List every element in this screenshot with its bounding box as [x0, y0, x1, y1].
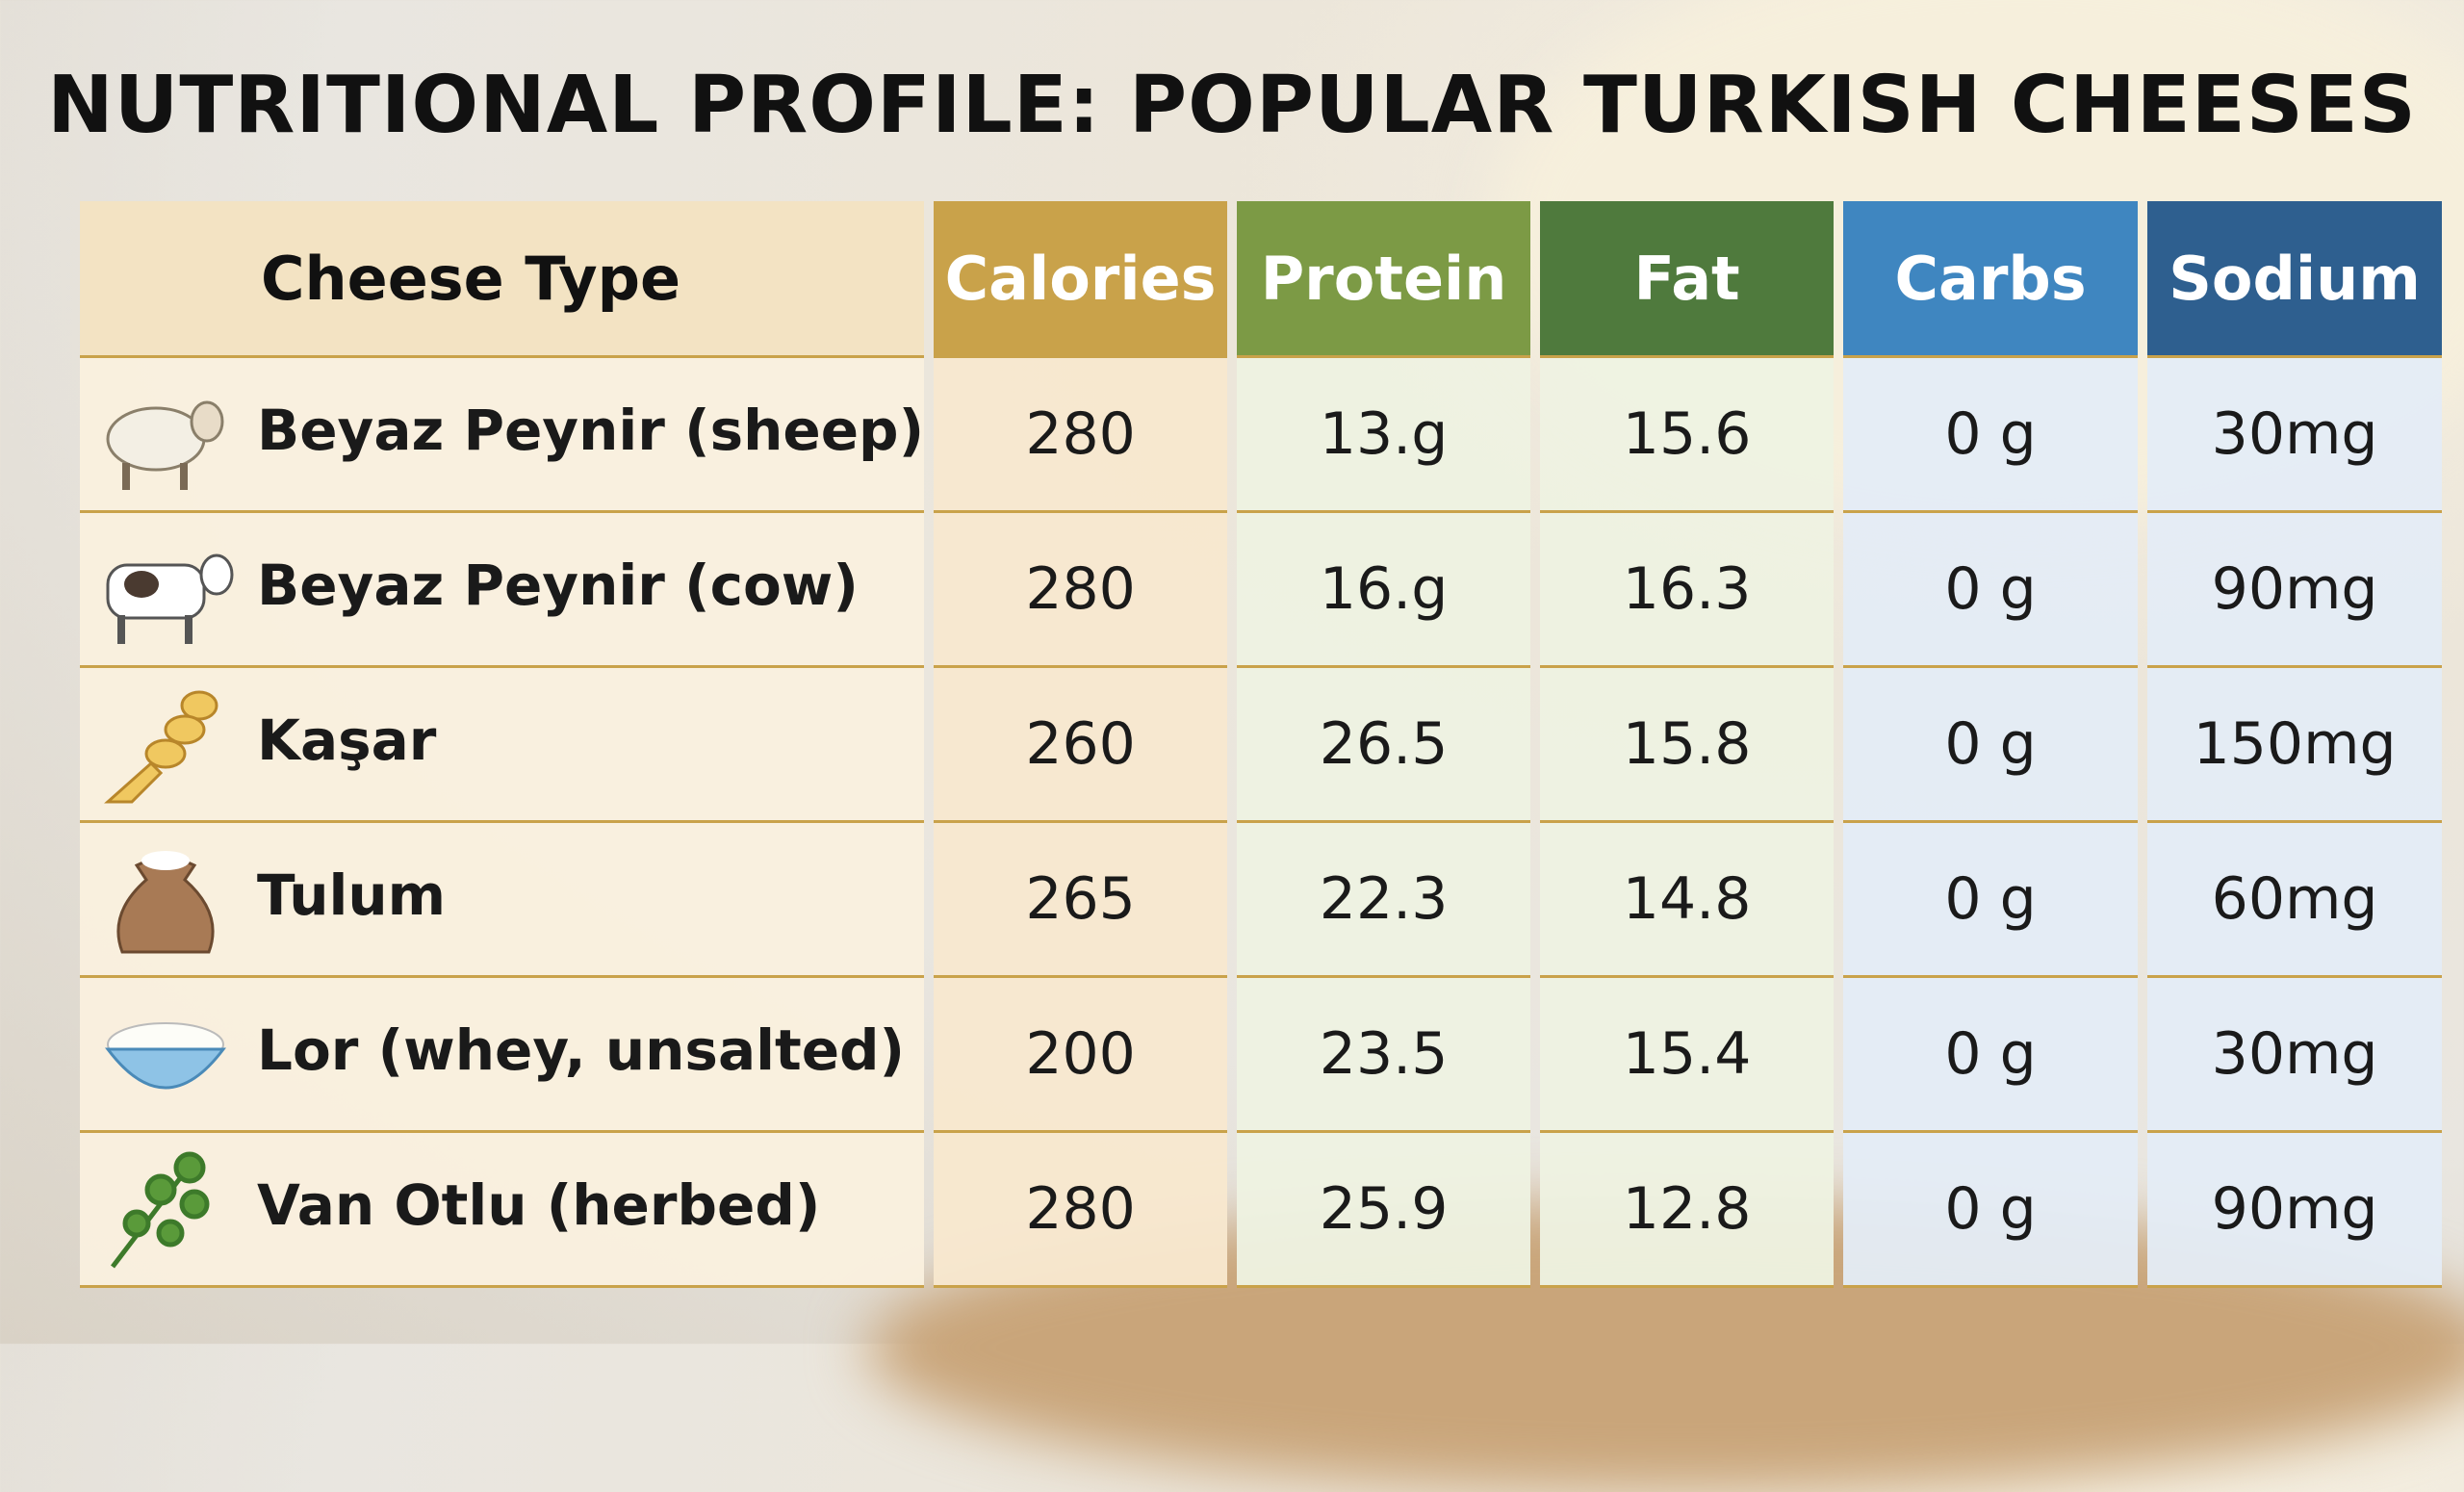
sack-icon: [116, 851, 215, 954]
calories-cell: 280: [934, 513, 1228, 668]
sodium-cell: 150mg: [2147, 668, 2443, 823]
sheep-icon: [106, 400, 224, 490]
header-protein: Protein: [1237, 201, 1531, 358]
fat-cell: 15.8: [1540, 668, 1835, 823]
sodium-cell: 90mg: [2147, 1133, 2443, 1288]
calories-cell: 265: [934, 823, 1228, 978]
cheese-name: Beyaz Peynir (sheep): [257, 398, 925, 464]
page-title: NUTRITIONAL PROFILE: POPULAR TURKISH CHE…: [47, 60, 2417, 151]
header-carbs: Carbs: [1843, 201, 2139, 358]
carbs-cell: 0 g: [1843, 668, 2139, 823]
fat-cell: 15.4: [1540, 978, 1835, 1133]
carbs-cell: 0 g: [1843, 513, 2139, 668]
fat-cell: 16.3: [1540, 513, 1835, 668]
header-fat: Fat: [1540, 201, 1835, 358]
cheese-name-cell: Beyaz Peynir (cow): [80, 513, 925, 668]
bowl-icon: [104, 1022, 227, 1090]
carbs-cell: 0 g: [1843, 978, 2139, 1133]
protein-cell: 13.g: [1237, 358, 1531, 513]
header-sodium: Sodium: [2147, 201, 2443, 358]
cheese-name-cell: Lor (whey, unsalted): [80, 978, 925, 1133]
carbs-cell: 0 g: [1843, 358, 2139, 513]
header-cheese-type: Cheese Type: [80, 201, 925, 358]
table-row: Beyaz Peynir (sheep) 280 13.g 15.6 0 g 3…: [80, 358, 2443, 513]
sodium-cell: 30mg: [2147, 358, 2443, 513]
fat-cell: 15.6: [1540, 358, 1835, 513]
table-row: Lor (whey, unsalted) 200 23.5 15.4 0 g 3…: [80, 978, 2443, 1133]
table-row: Van Otlu (herbed) 280 25.9 12.8 0 g 90mg: [80, 1133, 2443, 1288]
table-row: Beyaz Peynir (cow) 280 16.g 16.3 0 g 90m…: [80, 513, 2443, 668]
calories-cell: 280: [934, 1133, 1228, 1288]
fat-cell: 12.8: [1540, 1133, 1835, 1288]
table-row: Tulum 265 22.3 14.8 0 g 60mg: [80, 823, 2443, 978]
header-calories: Calories: [934, 201, 1228, 358]
carbs-cell: 0 g: [1843, 823, 2139, 978]
cheese-name: Lor (whey, unsalted): [257, 1017, 906, 1084]
cheese-name: Tulum: [257, 862, 447, 929]
protein-cell: 22.3: [1237, 823, 1531, 978]
protein-cell: 25.9: [1237, 1133, 1531, 1288]
calories-cell: 280: [934, 358, 1228, 513]
sodium-cell: 30mg: [2147, 978, 2443, 1133]
nutrition-table: Cheese Type Calories Protein Fat Carbs S…: [70, 201, 2451, 1288]
carbs-cell: 0 g: [1843, 1133, 2139, 1288]
protein-cell: 23.5: [1237, 978, 1531, 1133]
calories-cell: 200: [934, 978, 1228, 1133]
calories-cell: 260: [934, 668, 1228, 823]
cheese-name: Beyaz Peynir (cow): [257, 553, 859, 619]
cheese-name-cell: Van Otlu (herbed): [80, 1133, 925, 1288]
braided-cheese-icon: [104, 690, 218, 804]
cheese-name: Kaşar: [257, 707, 437, 774]
sodium-cell: 60mg: [2147, 823, 2443, 978]
cheese-name-cell: Tulum: [80, 823, 925, 978]
sodium-cell: 90mg: [2147, 513, 2443, 668]
cheese-name-cell: Beyaz Peynir (sheep): [80, 358, 925, 513]
protein-cell: 16.g: [1237, 513, 1531, 668]
protein-cell: 26.5: [1237, 668, 1531, 823]
table-row: Kaşar 260 26.5 15.8 0 g 150mg: [80, 668, 2443, 823]
cow-icon: [106, 553, 234, 644]
cheese-name-cell: Kaşar: [80, 668, 925, 823]
cheese-name: Van Otlu (herbed): [257, 1172, 821, 1239]
fat-cell: 14.8: [1540, 823, 1835, 978]
herb-icon: [111, 1151, 210, 1269]
header-row: Cheese Type Calories Protein Fat Carbs S…: [80, 201, 2443, 358]
